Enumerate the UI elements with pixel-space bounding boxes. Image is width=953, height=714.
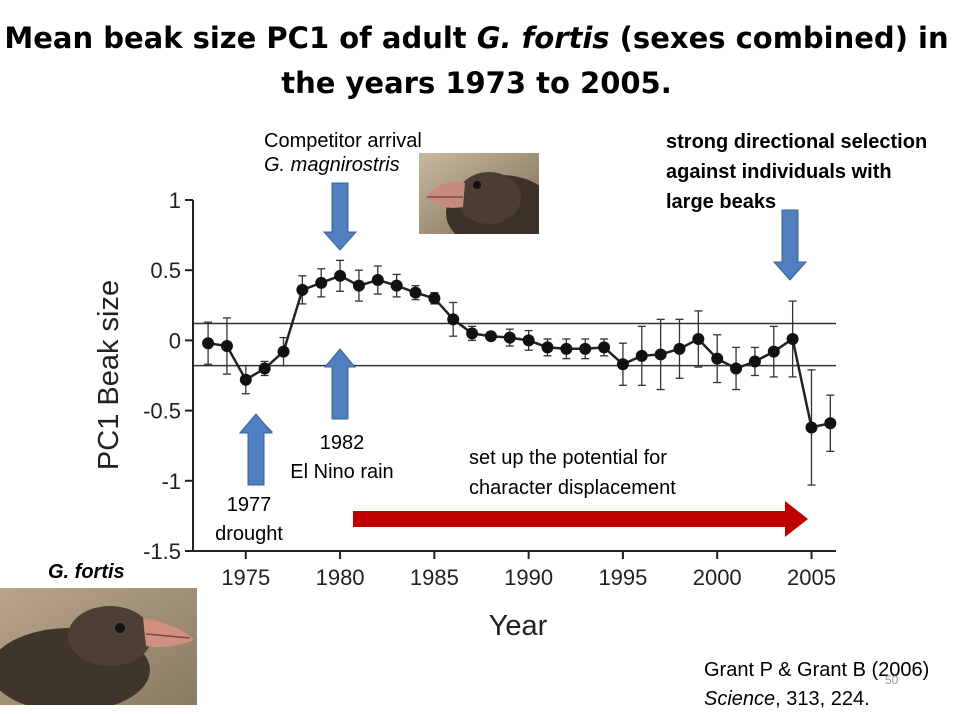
title-species: G. fortis (476, 21, 610, 55)
x-ticks: 1975 1980 1985 1990 1995 2000 2005 (221, 551, 836, 590)
competitor-arrow (322, 182, 358, 251)
x-tick-label: 2000 (693, 565, 742, 590)
x-tick-label: 1990 (504, 565, 553, 590)
x-tick-label: 1980 (316, 565, 365, 590)
data-point (447, 313, 460, 326)
fortis-finch-illustration (0, 588, 197, 705)
data-point (428, 292, 441, 305)
y-tick-label: 0 (169, 328, 181, 353)
data-point (277, 345, 290, 358)
data-point (522, 334, 535, 347)
fortis-photo (0, 588, 197, 705)
drought-arrow-head (238, 413, 274, 486)
data-point (730, 362, 743, 375)
potential-label: set up the potential for character displ… (469, 447, 676, 499)
data-point (390, 279, 403, 292)
data-point (258, 362, 271, 375)
series-line (207, 274, 831, 429)
data-point (748, 355, 761, 368)
data-point (805, 421, 818, 434)
citation-volume: , 313, 224. (775, 688, 870, 710)
data-point (598, 341, 611, 354)
displacement-arrow (353, 501, 808, 537)
data-point (579, 342, 592, 355)
data-point (541, 341, 554, 354)
fortis-label: G. fortis (48, 561, 125, 583)
data-point (484, 330, 497, 343)
y-tick-label: 1 (169, 188, 181, 213)
data-point (560, 342, 573, 355)
title-line-1: Mean beak size PC1 of adult G. fortis (s… (4, 21, 949, 55)
x-tick-label: 1975 (221, 565, 270, 590)
data-point (616, 358, 629, 371)
y-tick-label: -1.5 (143, 539, 181, 564)
data-point (220, 340, 233, 353)
data-point (673, 342, 686, 355)
data-point (296, 283, 309, 296)
selection-arrow (772, 209, 808, 281)
magnirostris-finch-illustration (419, 153, 539, 234)
data-point (635, 349, 648, 362)
data-point (466, 327, 479, 340)
data-point (692, 332, 705, 345)
data-point (239, 373, 252, 386)
slide-title: Mean beak size PC1 of adult G. fortis (s… (0, 16, 953, 106)
data-point (334, 269, 347, 282)
selection-label: strong directional selection against ind… (666, 131, 928, 213)
data-point (315, 276, 328, 289)
data-point (371, 274, 384, 287)
data-point (654, 348, 667, 361)
x-tick-label: 1985 (410, 565, 459, 590)
elnino-arrow (323, 348, 357, 420)
y-tick-label: -0.5 (143, 399, 181, 424)
elnino-label: 1982 El Nino rain (290, 432, 394, 483)
data-point (786, 332, 799, 345)
data-point (824, 417, 837, 430)
y-axis-label: PC1 Beak size (93, 280, 125, 470)
competitor-label: Competitor arrival G. magnirostris (264, 130, 422, 176)
y-ticks: 1 0.5 0 -0.5 -1 -1.5 (143, 188, 193, 564)
x-axis-label: Year (489, 610, 548, 642)
x-tick-label: 1995 (598, 565, 647, 590)
y-tick-label: -1 (161, 469, 181, 494)
magnirostris-photo (419, 153, 539, 234)
axes (192, 200, 836, 552)
data-point (352, 279, 365, 292)
y-tick-label: 0.5 (150, 258, 181, 283)
page-number: 50 (885, 673, 899, 687)
data-point (711, 352, 724, 365)
drought-label: 1977 drought (215, 494, 283, 545)
data-point (767, 345, 780, 358)
data-point (503, 331, 516, 344)
data-point (409, 286, 422, 299)
title-line-2: the years 1973 to 2005. (281, 66, 672, 100)
citation-journal: Science (704, 688, 776, 710)
x-tick-label: 2005 (787, 565, 836, 590)
beak-size-series (202, 259, 837, 486)
data-point (202, 337, 215, 350)
